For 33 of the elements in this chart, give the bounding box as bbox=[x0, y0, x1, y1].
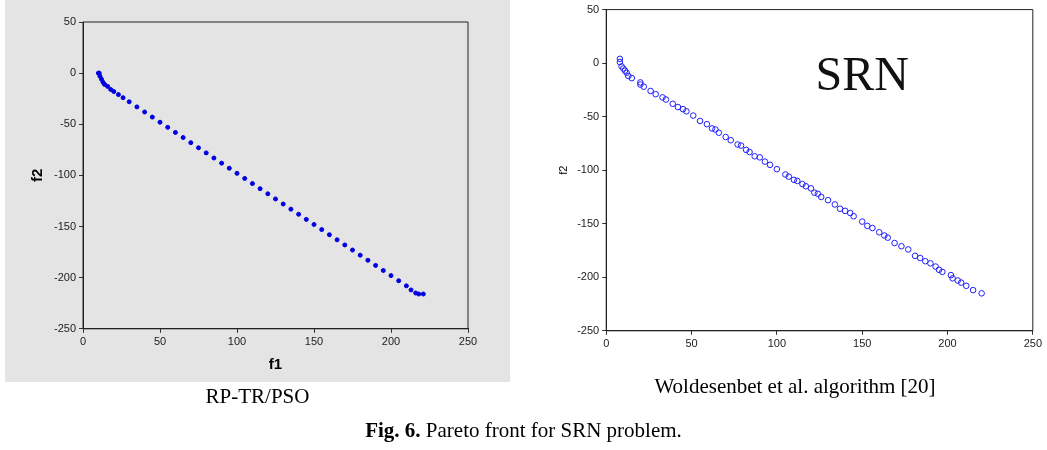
caption: Fig. 6. Pareto front for SRN problem. bbox=[364, 418, 683, 443]
y-tick-label: -100 bbox=[53, 168, 77, 181]
y-tick-label: -250 bbox=[577, 323, 600, 336]
x-tick-label: 100 bbox=[227, 335, 247, 348]
y-tick-label: -250 bbox=[53, 321, 77, 334]
y-tick-label: 50 bbox=[586, 2, 600, 15]
y-tick-label: -50 bbox=[60, 117, 77, 130]
text: SRN bbox=[815, 46, 909, 100]
x-tick-label: 50 bbox=[685, 337, 698, 350]
y-tick-label: -200 bbox=[577, 270, 600, 283]
x-tick-label: 200 bbox=[938, 337, 957, 350]
y-tick-label: -100 bbox=[577, 163, 600, 176]
x-tick-label: 150 bbox=[304, 335, 324, 348]
y-tick-label: -50 bbox=[583, 109, 600, 122]
y-tick-label: -200 bbox=[53, 270, 77, 283]
x-tick-label: 200 bbox=[381, 335, 401, 348]
x-tick-label: 250 bbox=[458, 335, 478, 348]
y-tick-label: 0 bbox=[69, 66, 77, 79]
x-tick-label: 50 bbox=[153, 335, 167, 348]
x-tick-label: 0 bbox=[79, 335, 87, 348]
y-axis-title: f2 bbox=[28, 168, 46, 183]
y-tick-label: 0 bbox=[593, 56, 600, 69]
y-tick-label: -150 bbox=[53, 219, 77, 232]
y-tick-label: 50 bbox=[63, 15, 77, 28]
x-tick-label: 250 bbox=[1023, 337, 1042, 350]
y-axis-title: f2 bbox=[556, 165, 569, 175]
x-tick-label: 100 bbox=[767, 337, 787, 350]
y-tick-label: -150 bbox=[577, 216, 600, 229]
x-tick-label: 150 bbox=[853, 337, 872, 350]
text: RP-TR/PSO bbox=[204, 384, 311, 409]
x-tick-label: 0 bbox=[603, 337, 610, 350]
text: Woldesenbet et al. algorithm [20] bbox=[653, 374, 937, 399]
x-axis-title: f1 bbox=[268, 355, 283, 373]
